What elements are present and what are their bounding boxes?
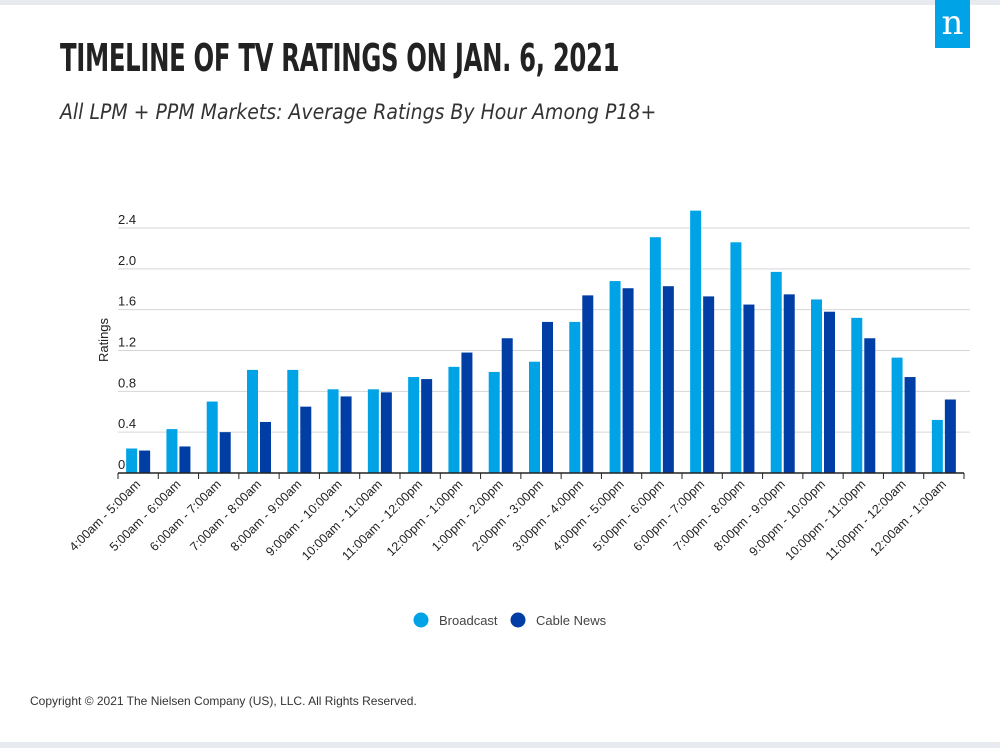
x-tick-label: 9:00am - 10:00am xyxy=(263,477,345,559)
y-tick-label: 2.0 xyxy=(118,253,136,268)
x-tick-label: 6:00pm - 7:00pm xyxy=(631,477,708,554)
x-tick-label: 4:00am - 5:00am xyxy=(67,477,144,554)
broadcast-bar xyxy=(851,317,863,473)
cable-news-bar xyxy=(582,295,594,473)
broadcast-bar xyxy=(166,429,178,473)
cable-news-bar xyxy=(904,377,916,473)
legend: Broadcast Cable News xyxy=(413,612,607,628)
cable-news-bar xyxy=(783,294,795,473)
x-tick-label: 4:00pm - 5:00pm xyxy=(550,477,627,554)
y-tick-label: 0 xyxy=(118,457,125,472)
cable-news-bar xyxy=(703,296,715,473)
cable-news-bar xyxy=(864,338,876,473)
cable-news-bar xyxy=(461,352,473,473)
x-tick-label: 9:00pm - 10:00pm xyxy=(746,477,828,559)
x-tick-label: 8:00pm - 9:00pm xyxy=(711,477,788,554)
page-title: TIMELINE OF TV RATINGS ON JAN. 6, 2021 xyxy=(60,36,620,80)
broadcast-bar xyxy=(287,369,299,473)
cable-news-bar xyxy=(501,338,513,473)
x-tick-label: 6:00am - 7:00am xyxy=(147,477,224,554)
cable-news-bar xyxy=(622,288,634,473)
broadcast-bar xyxy=(206,401,218,473)
x-tick-label: 3:00pm - 4:00pm xyxy=(510,477,587,554)
cable-news-bar xyxy=(662,286,674,473)
broadcast-bar xyxy=(569,321,581,473)
y-tick-label: 0.8 xyxy=(118,375,136,390)
cable-news-bar xyxy=(219,432,231,473)
broadcast-bar xyxy=(609,281,621,473)
broadcast-bar xyxy=(408,377,420,473)
x-tick-label: 5:00pm - 6:00pm xyxy=(590,477,667,554)
top-band xyxy=(0,0,1000,5)
broadcast-bar xyxy=(126,448,138,473)
x-tick-label: 2:00pm - 3:00pm xyxy=(469,477,546,554)
legend-label: Broadcast xyxy=(439,613,498,628)
broadcast-bar xyxy=(931,419,943,473)
broadcast-bar xyxy=(770,271,782,473)
y-tick-label: 2.4 xyxy=(118,212,136,227)
cable-news-bar xyxy=(824,311,835,473)
y-tick-label: 1.6 xyxy=(118,294,136,309)
broadcast-bar xyxy=(730,242,742,473)
cable-news-bar xyxy=(542,321,553,473)
nielsen-logo: n xyxy=(935,0,970,48)
copyright-footer: Copyright © 2021 The Nielsen Company (US… xyxy=(30,694,417,708)
x-tick-label: 8:00am - 9:00am xyxy=(228,477,305,554)
broadcast-bar xyxy=(649,237,661,473)
broadcast-bar xyxy=(247,369,258,473)
broadcast-bar xyxy=(448,366,460,473)
bottom-band xyxy=(0,742,1000,748)
x-axis xyxy=(117,472,965,479)
cable-news-bar xyxy=(340,396,352,473)
cable-news-bar xyxy=(380,392,392,473)
broadcast-bar xyxy=(891,357,903,473)
logo-glyph: n xyxy=(941,3,964,43)
x-tick-label: 7:00am - 8:00am xyxy=(187,477,264,554)
cable-news-bar xyxy=(944,399,956,473)
x-tick-label: 1:00pm - 2:00pm xyxy=(429,477,506,554)
x-tick-label: 12:00pm - 1:00pm xyxy=(384,477,466,559)
legend-swatch xyxy=(510,612,526,628)
broadcast-bar xyxy=(488,371,500,473)
cable-news-bar xyxy=(421,379,433,473)
broadcast-bar xyxy=(811,299,822,473)
y-axis-label: Ratings xyxy=(96,317,111,362)
x-tick-label: 7:00pm - 8:00pm xyxy=(671,477,748,554)
broadcast-bar xyxy=(367,389,379,473)
y-tick-label: 1.2 xyxy=(118,335,136,350)
cable-news-bar xyxy=(300,406,312,473)
page-subtitle: All LPM + PPM Markets: Average Ratings B… xyxy=(60,100,657,124)
x-tick-label: 12:00am - 1:00am xyxy=(867,477,949,559)
cable-news-bar xyxy=(260,421,271,473)
ratings-bar-chart: 0 0.4 0.8 1.2 1.6 2.0 2.4 4:00am - 5:00am5:00a… xyxy=(67,210,970,628)
x-tick-label: 5:00am - 6:00am xyxy=(107,477,184,554)
legend-label: Cable News xyxy=(536,613,607,628)
broadcast-bar xyxy=(690,210,702,474)
broadcast-bar xyxy=(529,361,540,473)
cable-news-bar xyxy=(743,304,755,473)
legend-swatch xyxy=(413,612,429,628)
y-tick-label: 0.4 xyxy=(118,416,136,431)
bars xyxy=(126,210,956,474)
cable-news-bar xyxy=(179,446,191,473)
broadcast-bar xyxy=(327,389,339,473)
y-axis-ticks: 0 0.4 0.8 1.2 1.6 2.0 2.4 xyxy=(118,212,136,472)
cable-news-bar xyxy=(139,450,151,473)
